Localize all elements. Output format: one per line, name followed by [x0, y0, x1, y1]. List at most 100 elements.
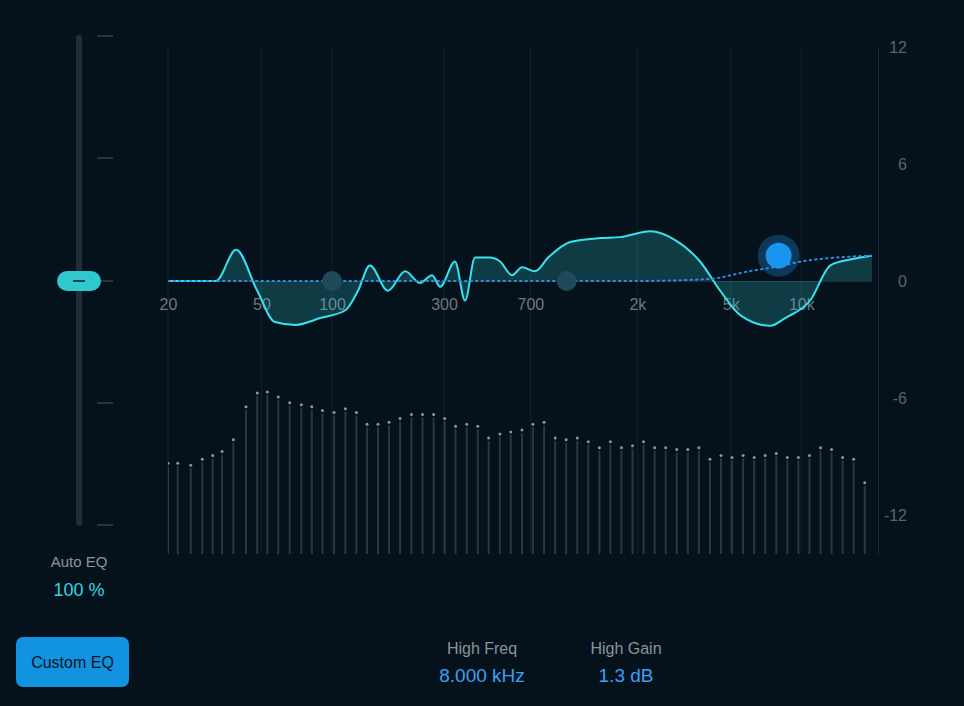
spectrum-bar — [598, 451, 600, 554]
spectrum-bar — [256, 396, 258, 554]
x-tick-label: 20 — [160, 296, 178, 313]
spectrum-peak — [731, 456, 734, 459]
spectrum-peak — [675, 448, 678, 451]
param-value[interactable]: 1.3 dB — [599, 665, 654, 686]
spectrum-peak — [498, 433, 501, 436]
spectrum-peak — [310, 405, 313, 408]
spectrum-peak — [201, 458, 204, 461]
y-tick: 12 — [878, 39, 907, 56]
spectrum-bar — [820, 451, 822, 554]
x-tick-label: 700 — [517, 296, 544, 313]
y-axis-line — [878, 48, 879, 555]
spectrum-bar — [201, 462, 203, 554]
spectrum-peak — [388, 421, 391, 424]
spectrum-peak — [587, 440, 590, 443]
custom-eq-button[interactable]: Custom EQ — [16, 637, 129, 687]
spectrum-bar — [720, 458, 722, 554]
spectrum-bar — [665, 451, 667, 554]
spectrum-peak — [576, 436, 579, 439]
spectrum-peak — [288, 401, 291, 404]
spectrum-bar — [399, 421, 401, 554]
spectrum-peak — [775, 452, 778, 455]
root: 20501003007002k5k10k1260-6-12Auto EQ100 … — [0, 0, 964, 706]
spectrum-bar — [709, 462, 711, 554]
spectrum-peak — [742, 454, 745, 457]
spectrum-peak — [443, 417, 446, 420]
eq-node[interactable] — [557, 271, 577, 291]
y-tick: -12 — [878, 507, 907, 524]
y-tick: 0 — [878, 273, 907, 290]
eq-nodes — [322, 235, 800, 291]
y-tick-label: 0 — [898, 273, 907, 290]
slider-scale-mark — [97, 157, 113, 159]
spectrum-peak — [376, 423, 379, 426]
y-tick: 6 — [878, 156, 907, 173]
controls: Auto EQ 100 % Custom EQ High Freq 8.000 kHz H… — [16, 35, 662, 687]
spectrum-peak — [366, 423, 369, 426]
button-label[interactable]: Custom EQ — [31, 654, 114, 671]
spectrum-bar — [190, 468, 192, 554]
spectrum-peak — [841, 456, 844, 459]
x-tick: 20 — [160, 281, 178, 313]
spectrum-bar — [753, 460, 755, 554]
spectrum-peak — [719, 454, 722, 457]
x-tick: 2k — [629, 281, 647, 313]
eq-node-halo — [758, 235, 800, 277]
spectrum-bar — [654, 451, 656, 554]
y-tick-label: 6 — [898, 156, 907, 173]
spectrum-bar — [521, 433, 523, 554]
spectrum-bar — [775, 457, 777, 555]
spectrum-bar — [620, 451, 622, 554]
spectrum-bar — [321, 414, 323, 554]
spectrum-peak — [300, 403, 303, 406]
spectrum-peak — [176, 462, 179, 465]
spectrum-peak — [521, 429, 524, 432]
x-tick: 700 — [517, 281, 544, 313]
spectrum-bar — [587, 445, 589, 554]
spectrum-peak — [355, 411, 358, 414]
auto-eq-value: 100 % — [53, 580, 104, 600]
spectrum-bar — [410, 418, 412, 555]
spectrum-peak — [786, 456, 789, 459]
spectrum-bar — [609, 445, 611, 554]
spectrum-bar — [808, 458, 810, 554]
spectrum-peak — [245, 405, 248, 408]
plot-marks — [168, 231, 872, 554]
spectrum-peak — [830, 448, 833, 451]
auto-eq-label: Auto EQ — [51, 553, 108, 570]
button-background[interactable] — [16, 637, 129, 687]
x-tick-label: 300 — [431, 296, 458, 313]
eq-node[interactable] — [766, 243, 792, 269]
param-value[interactable]: 8.000 kHz — [439, 665, 525, 686]
param-label: High Gain — [590, 640, 661, 657]
slider-thumb[interactable] — [57, 271, 101, 291]
eq-node[interactable] — [322, 271, 342, 291]
spectrum-peak — [509, 431, 512, 434]
spectrum-bar — [565, 443, 567, 554]
spectrum-peak — [476, 425, 479, 428]
spectrum-peak — [631, 444, 634, 447]
spectrum-peak — [653, 446, 656, 449]
spectrum-bar — [266, 395, 268, 554]
spectrum-bar — [344, 412, 346, 554]
spectrum-bar — [499, 437, 501, 554]
spectrum-peak — [211, 454, 214, 457]
spectrum-bar — [554, 441, 556, 554]
spectrum-peak — [168, 462, 170, 465]
spectrum-peak — [764, 454, 767, 457]
spectrum-bar — [168, 466, 169, 554]
slider-scale-mark — [97, 402, 113, 404]
spectrum-bar — [786, 460, 788, 554]
spectrum-peak — [808, 454, 811, 457]
y-tick-label: -12 — [884, 507, 907, 524]
spectrum-bar — [289, 406, 291, 554]
spectrum-peak — [664, 446, 667, 449]
spectrum-peak — [797, 456, 800, 459]
param-label: High Freq — [447, 640, 517, 657]
spectrum-peak — [609, 440, 612, 443]
spectrum-bar — [212, 458, 214, 554]
spectrum-peak — [465, 423, 468, 426]
spectrum-bar — [477, 429, 479, 554]
spectrum-peak — [321, 409, 324, 412]
spectrum-bar — [232, 443, 234, 554]
